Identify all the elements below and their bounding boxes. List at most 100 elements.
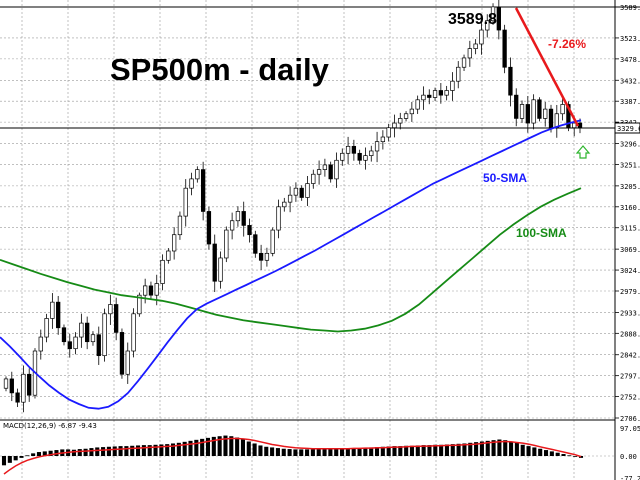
macd-bar: [421, 445, 426, 456]
candle-body: [525, 104, 530, 124]
candle-body: [432, 90, 438, 98]
candle-body: [287, 194, 293, 203]
macd-bar: [538, 448, 543, 456]
candle-body: [392, 122, 397, 129]
candle-body: [316, 169, 322, 175]
price-tick-label: 2979.0: [620, 288, 640, 296]
candles: [3, 0, 583, 413]
macd-bar: [415, 445, 420, 456]
candle-body: [258, 252, 264, 261]
price-tick-label: 3432.0: [620, 77, 640, 85]
candle-body: [85, 322, 90, 343]
macd-bar: [543, 450, 549, 456]
candle-body: [61, 327, 67, 343]
sma-100-line: [0, 187, 582, 333]
candle-body: [131, 313, 136, 352]
macd-bar: [310, 449, 315, 456]
candle-body: [154, 283, 159, 296]
macd-bar: [19, 456, 24, 458]
macd-bar: [567, 455, 572, 457]
macd-axis-ticks: 97.05 0.00 -77.29: [620, 425, 640, 480]
macd-bar: [136, 445, 141, 456]
candle-body: [282, 201, 287, 208]
candle-body: [490, 6, 496, 22]
macd-bar: [491, 440, 496, 456]
macd-bar: [188, 440, 193, 456]
macd-bar: [468, 442, 473, 456]
macd-bar: [165, 444, 170, 456]
macd-bar: [462, 443, 467, 456]
candle-body: [114, 304, 119, 333]
candle-body: [189, 178, 194, 189]
price-tick-label: 3523.0: [620, 35, 640, 43]
macd-bar: [182, 441, 187, 456]
candle-body: [212, 243, 217, 282]
candle-body: [206, 211, 212, 245]
macd-bar: [235, 437, 240, 456]
macd-signal-line: [3, 437, 582, 475]
macd-bar: [124, 446, 129, 456]
macd-bar: [293, 449, 298, 456]
sma-50-label: 50-SMA: [483, 171, 527, 185]
candle-body: [461, 57, 467, 68]
candle-body: [3, 378, 9, 389]
candle-body: [380, 136, 386, 143]
macd-bar: [130, 445, 135, 456]
price-tick-label: 2797.0: [620, 373, 640, 381]
macd-bar: [450, 444, 455, 456]
candle-body: [386, 127, 391, 138]
macd-bar: [345, 448, 350, 456]
macd-bar: [95, 447, 100, 456]
macd-bar: [549, 451, 554, 456]
candle-body: [21, 373, 26, 403]
candle-body: [531, 99, 536, 124]
chart-title: SP500m - daily: [110, 52, 330, 87]
macd-bar: [409, 445, 415, 456]
candle-body: [276, 206, 281, 231]
macd-tick-label: 97.05: [620, 425, 640, 433]
macd-bar: [474, 442, 479, 456]
candle-body: [183, 187, 188, 217]
macd-bar: [281, 448, 286, 456]
candle-body: [171, 234, 177, 252]
macd-bar: [270, 447, 275, 456]
sma-50-line: [0, 119, 582, 410]
sma-100-label: 100-SMA: [516, 226, 567, 240]
candle-body: [137, 294, 142, 315]
current-price-label: 3329.6: [617, 125, 640, 133]
macd-bar: [141, 445, 146, 456]
price-tick-label: 3205.0: [620, 183, 640, 191]
candle-body: [334, 159, 339, 180]
candle-body: [15, 392, 20, 403]
candle-body: [166, 250, 171, 261]
macd-bar: [13, 456, 18, 461]
green-up-arrow: [575, 145, 591, 159]
candle-body: [450, 80, 455, 91]
candle-body: [148, 285, 154, 296]
candle-body: [415, 99, 420, 110]
candle-body: [125, 350, 130, 375]
candle-body: [224, 229, 229, 259]
macd-bar: [334, 448, 339, 456]
macd-bar: [374, 447, 380, 456]
macd-bar: [578, 456, 584, 458]
candle-body: [177, 215, 183, 236]
macd-bar: [561, 454, 566, 456]
macd-bar: [456, 443, 461, 456]
price-tick-label: 3024.0: [620, 267, 640, 275]
macd-bar: [176, 442, 181, 456]
candle-body: [543, 108, 548, 119]
macd-bar: [305, 449, 310, 456]
macd-bar: [427, 445, 432, 456]
pct-change-label: -7.26%: [548, 37, 586, 51]
macd-bar: [229, 436, 234, 456]
current-price-tag: 3329.6: [614, 122, 640, 134]
macd-bar: [444, 444, 449, 456]
macd-bar: [77, 449, 82, 456]
candle-body: [444, 90, 449, 96]
candle-body: [119, 332, 125, 375]
price-tick-label: 3160.0: [620, 204, 640, 212]
price-tick-label: 3387.0: [620, 98, 640, 106]
candle-body: [235, 211, 241, 222]
candle-body: [514, 94, 519, 119]
